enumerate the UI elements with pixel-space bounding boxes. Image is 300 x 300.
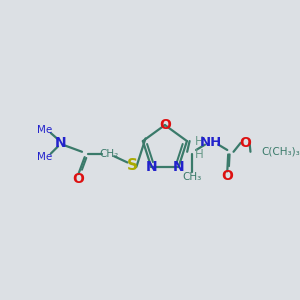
- Text: C(CH₃)₃: C(CH₃)₃: [261, 147, 300, 157]
- Text: O: O: [239, 136, 251, 150]
- Text: Me: Me: [37, 124, 52, 134]
- Text: N: N: [55, 136, 66, 150]
- Text: O: O: [221, 169, 233, 183]
- Text: N: N: [146, 160, 157, 174]
- Text: CH₃: CH₃: [182, 172, 201, 182]
- Text: Me: Me: [37, 152, 52, 162]
- Text: S: S: [126, 158, 137, 173]
- Text: H: H: [194, 148, 203, 161]
- Text: CH₂: CH₂: [99, 149, 118, 160]
- Text: O: O: [73, 172, 84, 185]
- Text: NH: NH: [200, 136, 222, 149]
- Text: O: O: [159, 118, 171, 132]
- Text: H: H: [194, 136, 203, 148]
- Text: N: N: [173, 160, 184, 174]
